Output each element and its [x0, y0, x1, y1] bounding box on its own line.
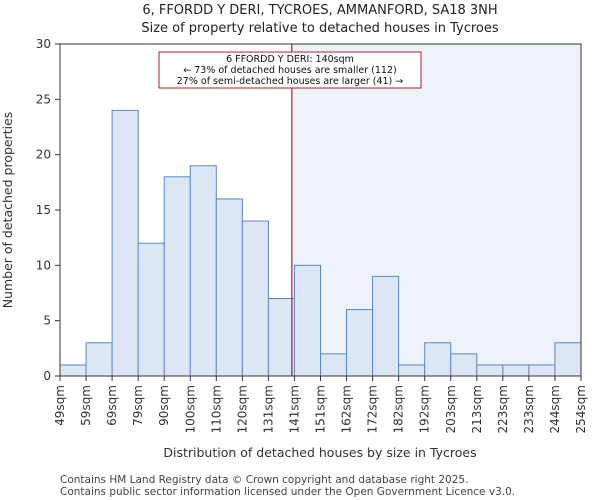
- bar-203sqm: [450, 353, 478, 377]
- x-tick-label: 151sqm: [314, 385, 328, 433]
- x-tick-label: 120sqm: [235, 385, 249, 433]
- bar-244sqm: [554, 342, 582, 377]
- x-tick-label: 213sqm: [470, 385, 484, 433]
- x-tick-label: 141sqm: [287, 385, 301, 433]
- chart-title: 6, FFORDD Y DERI, TYCROES, AMMANFORD, SA…: [142, 3, 497, 18]
- bar-90sqm: [163, 176, 191, 377]
- y-tick-label: 25: [36, 92, 51, 106]
- y-axis-label: Number of detached properties: [0, 112, 15, 309]
- bar-131sqm: [267, 298, 295, 377]
- x-axis-label: Distribution of detached houses by size …: [163, 445, 476, 460]
- y-tick-label: 20: [36, 148, 51, 162]
- x-tick-label: 90sqm: [157, 385, 171, 426]
- y-tick-label: 30: [36, 37, 51, 51]
- bar-151sqm: [320, 353, 348, 377]
- annotation-smaller: ← 73% of detached houses are smaller (11…: [183, 65, 396, 76]
- x-tick-label: 254sqm: [574, 385, 588, 433]
- x-tick-label: 100sqm: [183, 385, 197, 433]
- bar-162sqm: [346, 309, 374, 377]
- annotation-title: 6 FFORDD Y DERI: 140sqm: [226, 54, 354, 65]
- x-tick-label: 162sqm: [340, 385, 354, 433]
- x-tick-label: 203sqm: [444, 385, 458, 433]
- bar-223sqm: [502, 364, 530, 377]
- x-tick-label: 172sqm: [366, 385, 380, 433]
- x-tick-label: 49sqm: [53, 385, 67, 426]
- bar-110sqm: [215, 198, 243, 377]
- x-tick-label: 69sqm: [105, 385, 119, 426]
- footer-line-1: Contains HM Land Registry data © Crown c…: [60, 474, 469, 486]
- chart-subtitle: Size of property relative to detached ho…: [141, 21, 499, 36]
- x-tick-label: 79sqm: [131, 385, 145, 426]
- bar-141sqm: [293, 264, 322, 377]
- x-tick-label: 110sqm: [209, 385, 223, 433]
- bar-172sqm: [372, 275, 400, 377]
- annotation-box: [158, 51, 422, 89]
- bar-233sqm: [528, 364, 556, 377]
- x-tick-label: 131sqm: [261, 385, 275, 433]
- x-tick-label: 223sqm: [496, 385, 510, 433]
- x-tick-label: 233sqm: [522, 385, 536, 433]
- bar-59sqm: [85, 342, 113, 377]
- bar-69sqm: [111, 109, 139, 377]
- y-tick-label: 5: [43, 314, 51, 328]
- y-tick-label: 0: [43, 369, 51, 383]
- x-tick-label: 59sqm: [79, 385, 93, 426]
- bar-49sqm: [59, 364, 87, 377]
- x-tick-label: 244sqm: [548, 385, 562, 433]
- x-tick-label: 182sqm: [392, 385, 406, 433]
- bar-79sqm: [137, 242, 165, 377]
- larger-region-shading: [291, 44, 581, 376]
- plot-frame: [59, 43, 582, 377]
- bar-192sqm: [424, 342, 452, 377]
- y-tick-label: 10: [36, 258, 51, 272]
- bar-120sqm: [241, 220, 269, 377]
- bar-100sqm: [189, 165, 217, 377]
- x-tick-label: 192sqm: [418, 385, 432, 433]
- y-tick-label: 15: [36, 203, 51, 217]
- footer-line-2: Contains public sector information licen…: [60, 486, 516, 498]
- bar-182sqm: [398, 364, 426, 377]
- bar-213sqm: [476, 364, 504, 377]
- annotation-larger: 27% of semi-detached houses are larger (…: [177, 76, 404, 87]
